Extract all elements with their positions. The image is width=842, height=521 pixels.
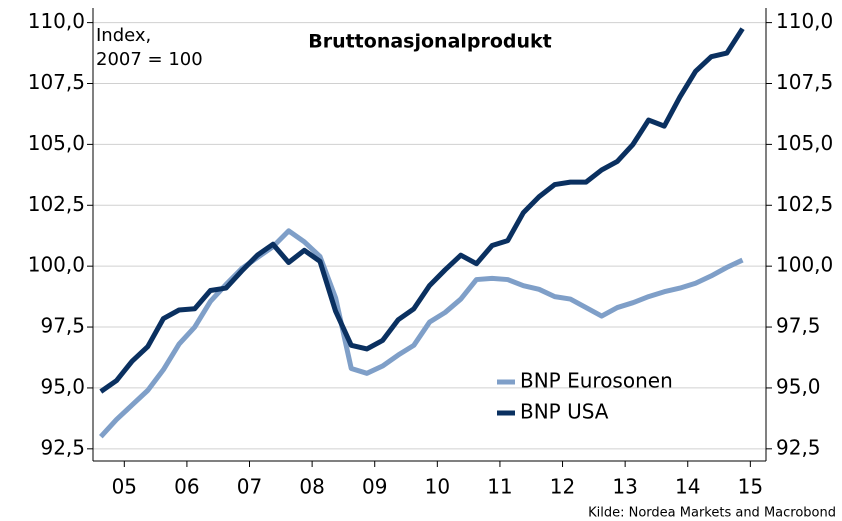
line-series [98,228,744,439]
x-tick-label: 07 [237,475,262,499]
x-tick-label: 11 [487,475,512,499]
x-tick-label: 10 [425,475,450,499]
y-tick-label: 102,5 [28,192,85,216]
x-tick-label: 06 [174,475,199,499]
y2-tick-label: 110,0 [776,9,833,33]
y-tick-label: 97,5 [40,314,85,338]
y2-tick-label: 107,5 [776,70,833,94]
x-tick-label: 08 [299,475,324,499]
source-note: Kilde: Nordea Markets and Macrobond [588,506,836,521]
x-tick-label: 05 [112,475,137,499]
y2-tick-label: 92,5 [776,435,821,459]
y-axis-note: Index, [96,25,151,46]
y2-tick-label: 100,0 [776,253,833,277]
legend-label: BNP Eurosonen [520,369,673,393]
legend-label: BNP USA [520,400,609,424]
x-tick-label: 13 [612,475,637,499]
x-tick-label: 14 [675,475,700,499]
y2-tick-label: 97,5 [776,314,821,338]
x-tick-label: 12 [550,475,575,499]
line-series [99,27,745,394]
y2-tick-label: 102,5 [776,192,833,216]
y-tick-label: 95,0 [40,374,85,398]
x-tick-label: 15 [738,475,763,499]
y2-tick-label: 105,0 [776,131,833,155]
y-tick-label: 105,0 [28,131,85,155]
y2-tick-label: 95,0 [776,374,821,398]
y-tick-label: 107,5 [28,70,85,94]
x-tick-label: 09 [362,475,387,499]
y-tick-label: 100,0 [28,253,85,277]
y-tick-label: 92,5 [40,435,85,459]
y-tick-label: 110,0 [28,9,85,33]
chart-title: Bruttonasjonalprodukt [308,31,552,53]
y-axis-note: 2007 = 100 [96,49,203,70]
